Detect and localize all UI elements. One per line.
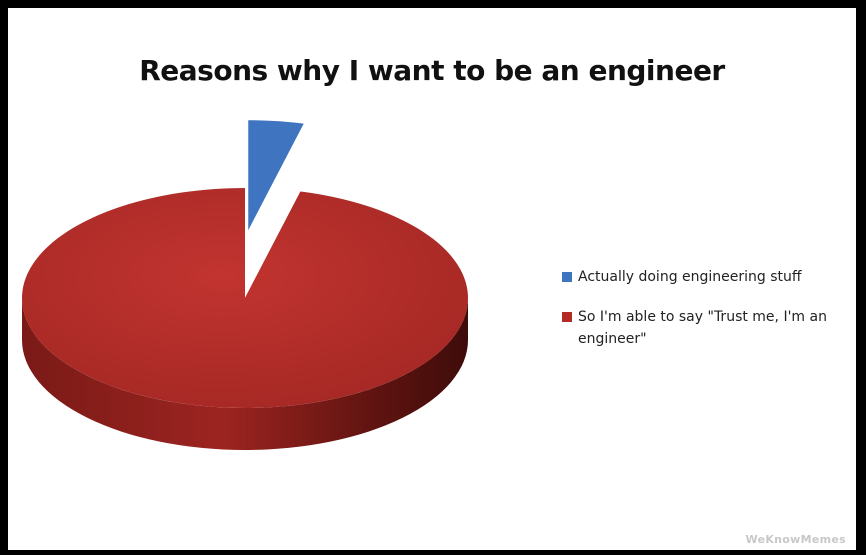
pie-slice-red-side: [22, 298, 468, 450]
chart-title: Reasons why I want to be an engineer: [139, 54, 725, 87]
watermark: WeKnowMemes: [745, 533, 846, 546]
legend-item-engineering: Actually doing engineering stuff: [562, 266, 852, 288]
legend-item-trust-me: So I'm able to say "Trust me, I'm an eng…: [562, 306, 852, 350]
legend-label-trust-me: So I'm able to say "Trust me, I'm an eng…: [578, 309, 827, 347]
legend-swatch-blue: [562, 272, 572, 282]
pie-chart: [21, 120, 468, 450]
pie-slice-blue: [248, 120, 304, 231]
legend-label-engineering: Actually doing engineering stuff: [578, 269, 802, 285]
chart-legend: Actually doing engineering stuff So I'm …: [562, 266, 852, 368]
legend-swatch-red: [562, 312, 572, 322]
pie-slice-red: [21, 188, 468, 408]
chart-frame: Reasons why I want to be an engineer Act…: [8, 8, 856, 550]
